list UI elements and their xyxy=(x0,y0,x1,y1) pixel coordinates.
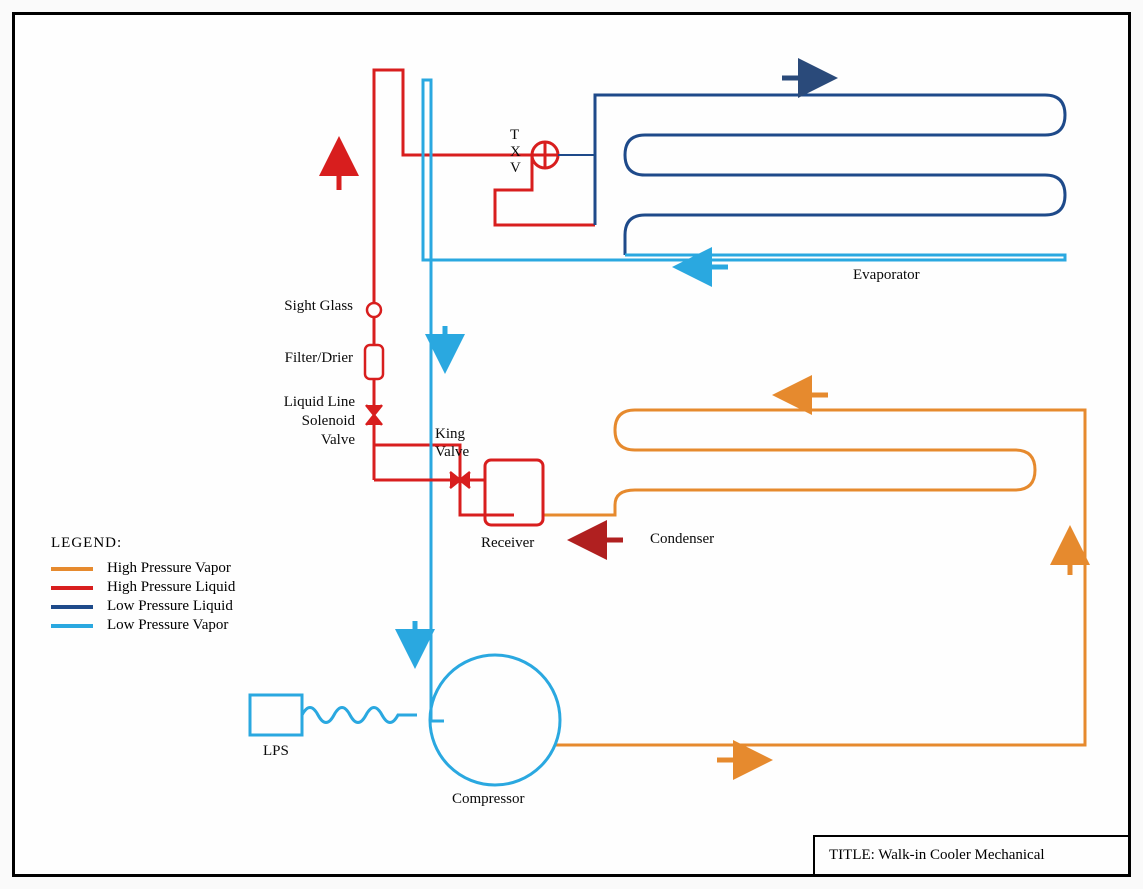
legend-swatch xyxy=(51,624,93,628)
legend-row: High Pressure Liquid xyxy=(51,579,235,596)
legend-item-label: High Pressure Liquid xyxy=(107,579,235,596)
lps-label: LPS xyxy=(263,743,289,760)
low-pressure-liquid-evaporator xyxy=(595,95,1065,255)
legend-row: Low Pressure Vapor xyxy=(51,617,235,634)
legend-row: Low Pressure Liquid xyxy=(51,598,235,615)
high-pressure-liquid-line xyxy=(374,70,595,515)
sight-glass-label: Sight Glass xyxy=(263,298,353,315)
filter-drier-symbol xyxy=(365,345,383,379)
flow-arrows xyxy=(339,78,1070,760)
diagram-frame: Sight Glass Filter/Drier Liquid Line Sol… xyxy=(12,12,1131,877)
txv-symbol xyxy=(532,142,595,168)
legend-item-label: Low Pressure Liquid xyxy=(107,598,233,615)
title-box: TITLE: Walk-in Cooler Mechanical xyxy=(813,835,1128,874)
legend-swatch xyxy=(51,605,93,609)
receiver-label: Receiver xyxy=(481,535,534,552)
refrigeration-diagram xyxy=(15,15,1134,880)
legend-swatch xyxy=(51,567,93,571)
evaporator-label: Evaporator xyxy=(853,267,920,284)
compressor-symbol xyxy=(430,655,560,785)
txv-label-text: T X V xyxy=(510,127,521,176)
legend-item-label: Low Pressure Vapor xyxy=(107,617,228,634)
condenser-label: Condenser xyxy=(650,531,714,548)
sight-glass-symbol xyxy=(367,303,381,317)
txv-label: T X V xyxy=(510,127,521,177)
legend-swatch xyxy=(51,586,93,590)
title-text: TITLE: Walk-in Cooler Mechanical xyxy=(829,847,1045,863)
compressor-label: Compressor xyxy=(452,791,525,808)
high-pressure-vapor-discharge-line xyxy=(543,410,1085,745)
lps-spring xyxy=(302,708,417,723)
legend-heading: LEGEND: xyxy=(51,535,235,552)
legend-item-label: High Pressure Vapor xyxy=(107,560,231,577)
lps-symbol xyxy=(250,695,302,735)
king-valve-label: King Valve xyxy=(435,425,469,461)
filter-drier-label: Filter/Drier xyxy=(263,350,353,367)
legend-row: High Pressure Vapor xyxy=(51,560,235,577)
solenoid-label-text: Liquid Line Solenoid Valve xyxy=(284,394,355,448)
legend: LEGEND: High Pressure Vapor High Pressure… xyxy=(51,535,235,636)
solenoid-label: Liquid Line Solenoid Valve xyxy=(235,393,355,449)
solenoid-valve-symbol xyxy=(366,405,382,425)
king-valve-label-text: King Valve xyxy=(435,426,469,460)
